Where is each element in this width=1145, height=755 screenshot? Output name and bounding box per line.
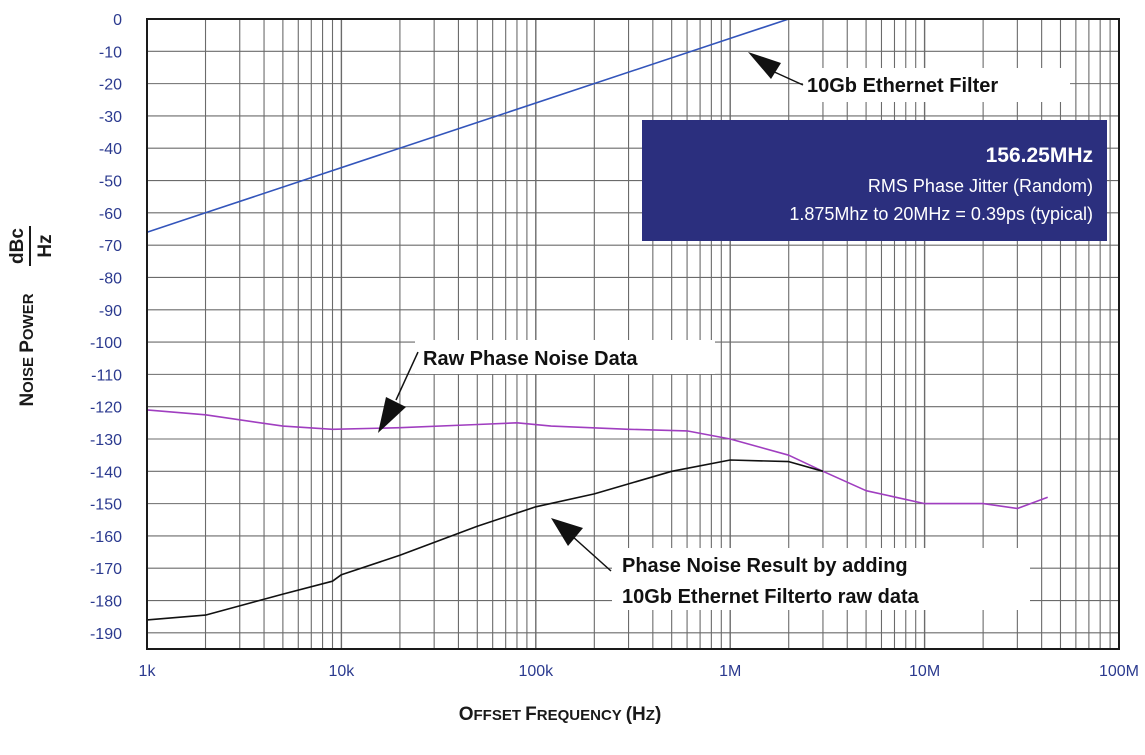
- callout-result-label-line2: 10Gb Ethernet Filterto raw data: [622, 586, 920, 608]
- callout-raw-leader: [395, 351, 419, 401]
- callout-filter-label: 10Gb Ethernet Filter: [807, 75, 998, 97]
- info-box-title: 156.25MHz: [986, 144, 1093, 167]
- y-tick-label: -20: [99, 77, 122, 94]
- callout-result-leader: [571, 535, 612, 572]
- series-line-2: [146, 409, 1048, 510]
- callout-result-background: [612, 548, 1030, 610]
- y-tick-label: -150: [90, 497, 122, 514]
- x-tick-label: 10M: [909, 663, 940, 680]
- y-tick-label: -140: [90, 464, 122, 481]
- info-box-line1: RMS Phase Jitter (Random): [868, 176, 1093, 196]
- grid-lines: [146, 18, 1119, 649]
- info-box-background: [642, 120, 1107, 241]
- y-tick-label: -170: [90, 561, 122, 578]
- callout-raw-arrowhead: [378, 397, 406, 433]
- y-tick-label: -90: [99, 303, 122, 320]
- tick-labels: 0 -10 -20 -30 -40 -50 -60 -70 -80 -90 -100 -110 -120…: [90, 12, 1139, 680]
- x-tick-label: 10k: [329, 663, 356, 680]
- info-box: 156.25MHz RMS Phase Jitter (Random) 1.87…: [642, 120, 1107, 241]
- series-line-3: [146, 459, 824, 621]
- y-axis-title-word2-initial: P: [17, 340, 38, 353]
- y-tick-label: -100: [90, 335, 122, 352]
- y-tick-label: 0: [113, 12, 122, 29]
- y-axis-unit-denominator: Hz: [35, 234, 56, 257]
- callout-result: Phase Noise Result by adding 10Gb Ethern…: [551, 518, 1030, 610]
- y-tick-label: -40: [99, 141, 122, 158]
- x-tick-label: 100k: [518, 663, 554, 680]
- x-tick-label: 1M: [719, 663, 741, 680]
- y-axis-title: NOISE POWER dBc Hz: [7, 226, 56, 407]
- x-axis-title-unit: (H: [626, 704, 646, 725]
- y-tick-label: -130: [90, 432, 122, 449]
- y-tick-label: -60: [99, 206, 122, 223]
- y-tick-label: -180: [90, 594, 122, 611]
- x-axis-title-word1-initial: O: [459, 704, 474, 725]
- y-tick-label: -50: [99, 174, 122, 191]
- y-axis-title-word2-rest: OWER: [20, 293, 37, 340]
- callout-filter-leader: [769, 69, 804, 86]
- x-tick-label: 1k: [139, 663, 157, 680]
- x-axis-title-word2-initial: F: [525, 704, 537, 725]
- y-axis-title-main: NOISE POWER: [17, 293, 38, 406]
- callout-filter-background: [803, 68, 1070, 102]
- series-layer: [146, 18, 1048, 621]
- callout-raw-label: Raw Phase Noise Data: [423, 348, 638, 370]
- info-box-line2: 1.875Mhz to 20MHz = 0.39ps (typical): [789, 204, 1093, 224]
- x-tick-label: 100M: [1099, 663, 1139, 680]
- y-tick-label: -190: [90, 626, 122, 643]
- plot-frame: [146, 18, 1120, 650]
- y-tick-label: -30: [99, 109, 122, 126]
- callout-raw: Raw Phase Noise Data: [378, 340, 715, 433]
- y-tick-label: -70: [99, 238, 122, 255]
- x-axis-title-word2-rest: REQUENCY: [537, 707, 626, 724]
- y-tick-label: -160: [90, 529, 122, 546]
- y-axis-title-word1-initial: N: [17, 393, 38, 407]
- callout-filter-arrowhead: [748, 52, 781, 79]
- x-axis-title: OFFSET FREQUENCY (HZ): [459, 704, 662, 725]
- callout-filter: 10Gb Ethernet Filter: [748, 52, 1070, 102]
- callout-result-label-line1: Phase Noise Result by adding: [622, 555, 908, 577]
- y-tick-label: -110: [91, 367, 122, 384]
- y-tick-label: -120: [90, 400, 122, 417]
- callout-result-arrowhead: [551, 518, 583, 546]
- y-axis-title-word1-rest: OISE: [20, 353, 37, 393]
- y-axis-unit-numerator: dBc: [7, 228, 28, 264]
- callout-raw-background: [415, 340, 715, 374]
- y-tick-label: -10: [99, 44, 122, 61]
- x-axis-title-unit-z: Z: [646, 707, 655, 724]
- x-axis-title-unit-close: ): [655, 704, 661, 725]
- x-axis-title-word1-rest: FFSET: [474, 707, 526, 724]
- y-tick-label: -80: [99, 270, 122, 287]
